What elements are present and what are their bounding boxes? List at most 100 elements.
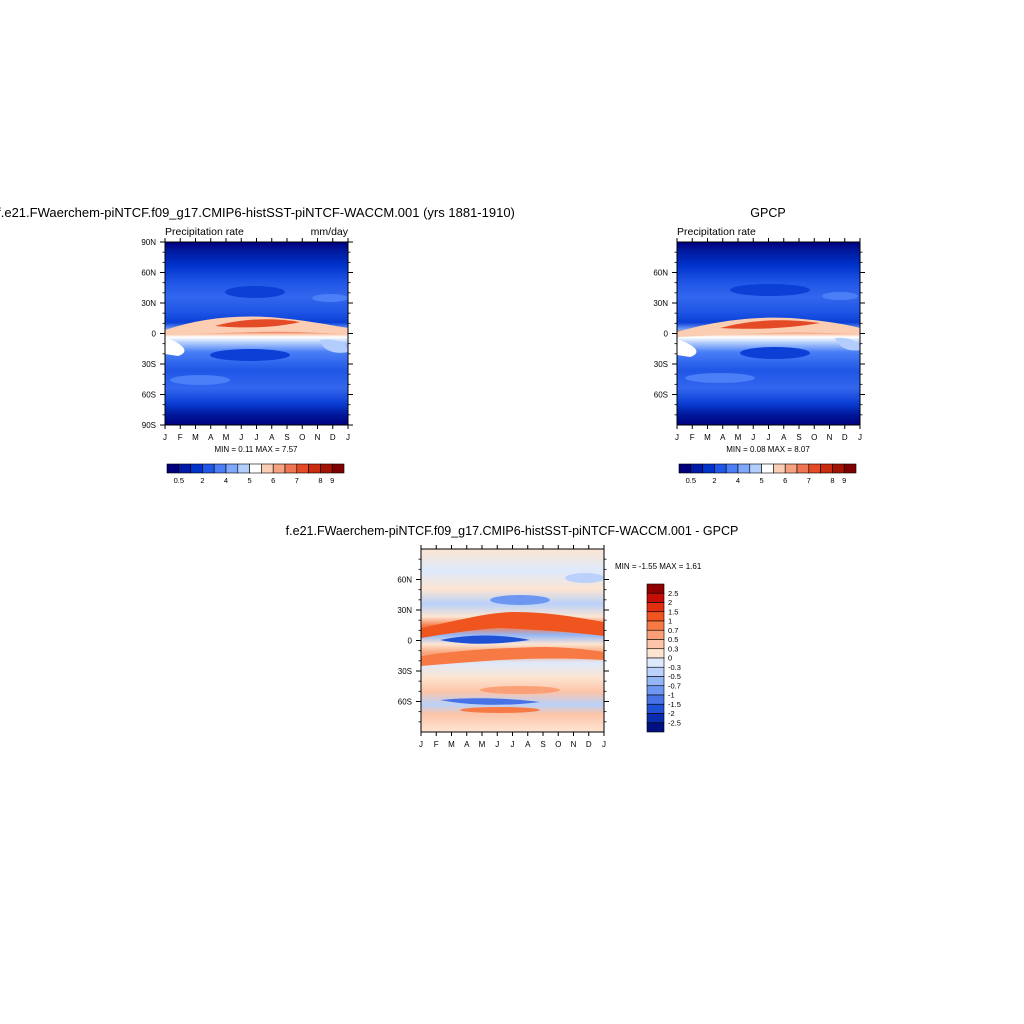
colorbar-label: 0.5 <box>174 476 184 485</box>
colorbar-label: 9 <box>330 476 334 485</box>
x-tick-label: J <box>767 433 771 442</box>
colorbar-label: 1.5 <box>668 607 678 616</box>
panel-gpcp-south-blob-left <box>677 339 697 357</box>
x-tick-label: O <box>555 740 561 749</box>
panel-gpcp-midlat-south <box>685 373 755 383</box>
colorbar-swatch <box>690 463 703 474</box>
panel-gpcp-south-blob-right <box>835 337 860 351</box>
panel-model-south-blob-left <box>165 337 185 356</box>
colorbar-swatch <box>678 463 692 474</box>
y-tick-label: 30S <box>398 667 412 676</box>
colorbar-label: 8 <box>318 476 322 485</box>
colorbar-swatch <box>646 694 665 705</box>
x-tick-label: J <box>346 433 350 442</box>
colorbar-label: 7 <box>295 476 299 485</box>
colorbar-label: -0.3 <box>668 663 681 672</box>
x-tick-label: A <box>208 433 214 442</box>
y-tick-label: 90N <box>141 238 156 247</box>
x-tick-label: N <box>827 433 833 442</box>
x-tick-label: F <box>434 740 439 749</box>
colorbar-swatch <box>225 463 239 474</box>
colorbar-swatch <box>773 463 786 474</box>
colorbar-swatch <box>646 620 665 631</box>
panel-model-stats: MIN = 0.11 MAX = 7.57 <box>214 445 298 454</box>
y-tick-label: 60S <box>398 698 412 707</box>
y-tick-label: 30S <box>142 360 156 369</box>
colorbar-label: 7 <box>807 476 811 485</box>
colorbar-swatch <box>843 463 857 474</box>
panel-gpcp-field <box>677 242 860 425</box>
x-tick-label: D <box>330 433 336 442</box>
x-tick-label: J <box>255 433 259 442</box>
colorbar-label: 8 <box>830 476 834 485</box>
x-tick-label: A <box>781 433 787 442</box>
x-tick-label: S <box>540 740 545 749</box>
colorbar-swatch <box>296 463 309 474</box>
x-tick-label: D <box>842 433 848 442</box>
panel-diff-north-blue-2 <box>565 573 604 583</box>
colorbar-swatch <box>190 463 203 474</box>
y-tick-label: 30N <box>653 299 668 308</box>
colorbar-swatch <box>272 463 286 474</box>
colorbar-swatch <box>646 722 665 733</box>
panel-gpcp-left-label: Precipitation rate <box>677 226 756 238</box>
x-tick-label: N <box>571 740 577 749</box>
x-tick-label: O <box>299 433 305 442</box>
x-tick-label: N <box>315 433 321 442</box>
y-tick-label: 30N <box>397 606 412 615</box>
panel-gpcp-colorbar: 0.5 2 4 5 6 7 8 9 <box>678 463 857 485</box>
panel-model-midlat-north <box>312 294 348 302</box>
colorbar-swatch <box>820 463 833 474</box>
colorbar-swatch <box>166 463 180 474</box>
colorbar-swatch <box>646 648 665 659</box>
panel-model-left-label: Precipitation rate <box>165 226 244 238</box>
colorbar-label: 0.5 <box>686 476 696 485</box>
panel-diff-field <box>421 549 604 732</box>
x-tick-label: O <box>811 433 817 442</box>
colorbar-swatch <box>646 676 665 687</box>
colorbar-swatch <box>331 463 345 474</box>
colorbar-swatch <box>784 463 798 474</box>
y-tick-label: 30N <box>141 299 156 308</box>
colorbar-swatch <box>249 463 262 474</box>
colorbar-swatch <box>178 463 191 474</box>
colorbar-label: 0.3 <box>668 644 678 653</box>
x-tick-label: M <box>735 433 742 442</box>
colorbar-swatch <box>320 463 333 474</box>
colorbar-swatch <box>646 657 665 668</box>
x-tick-label: A <box>720 433 726 442</box>
y-tick-label: 0 <box>152 330 157 339</box>
colorbar-label: 9 <box>842 476 846 485</box>
panel-model-subtropic-north <box>225 286 285 298</box>
colorbar-swatch <box>702 463 715 474</box>
colorbar-swatch <box>796 463 810 474</box>
panel-diff-south-red-2 <box>480 686 560 694</box>
y-tick-label: 60N <box>653 269 668 278</box>
y-tick-label: 60S <box>654 391 668 400</box>
panel-model-colorbar: 0.5 2 4 5 6 7 8 9 <box>166 463 345 485</box>
panel-model-field <box>165 242 348 425</box>
x-tick-label: M <box>704 433 711 442</box>
x-tick-label: F <box>690 433 695 442</box>
colorbar-swatch <box>749 463 762 474</box>
panel-diff-equator-blue <box>440 635 530 644</box>
panel-model-units: mm/day <box>311 226 349 238</box>
panel-model-south-blob-right <box>320 339 348 353</box>
x-tick-label: S <box>796 433 801 442</box>
panel-gpcp-midlat-north <box>822 292 858 300</box>
y-tick-label: 0 <box>664 330 669 339</box>
x-tick-label: J <box>675 433 679 442</box>
panel-gpcp-stats: MIN = 0.08 MAX = 8.07 <box>726 445 810 454</box>
x-tick-label: M <box>479 740 486 749</box>
colorbar-label: 5 <box>248 476 252 485</box>
colorbar-label: 4 <box>224 476 228 485</box>
y-tick-label: 60S <box>142 391 156 400</box>
x-tick-label: J <box>602 740 606 749</box>
panel-diff-south-red-band <box>421 647 604 666</box>
x-tick-label: J <box>495 740 499 749</box>
colorbar-label: 2 <box>200 476 204 485</box>
x-tick-label: J <box>419 740 423 749</box>
